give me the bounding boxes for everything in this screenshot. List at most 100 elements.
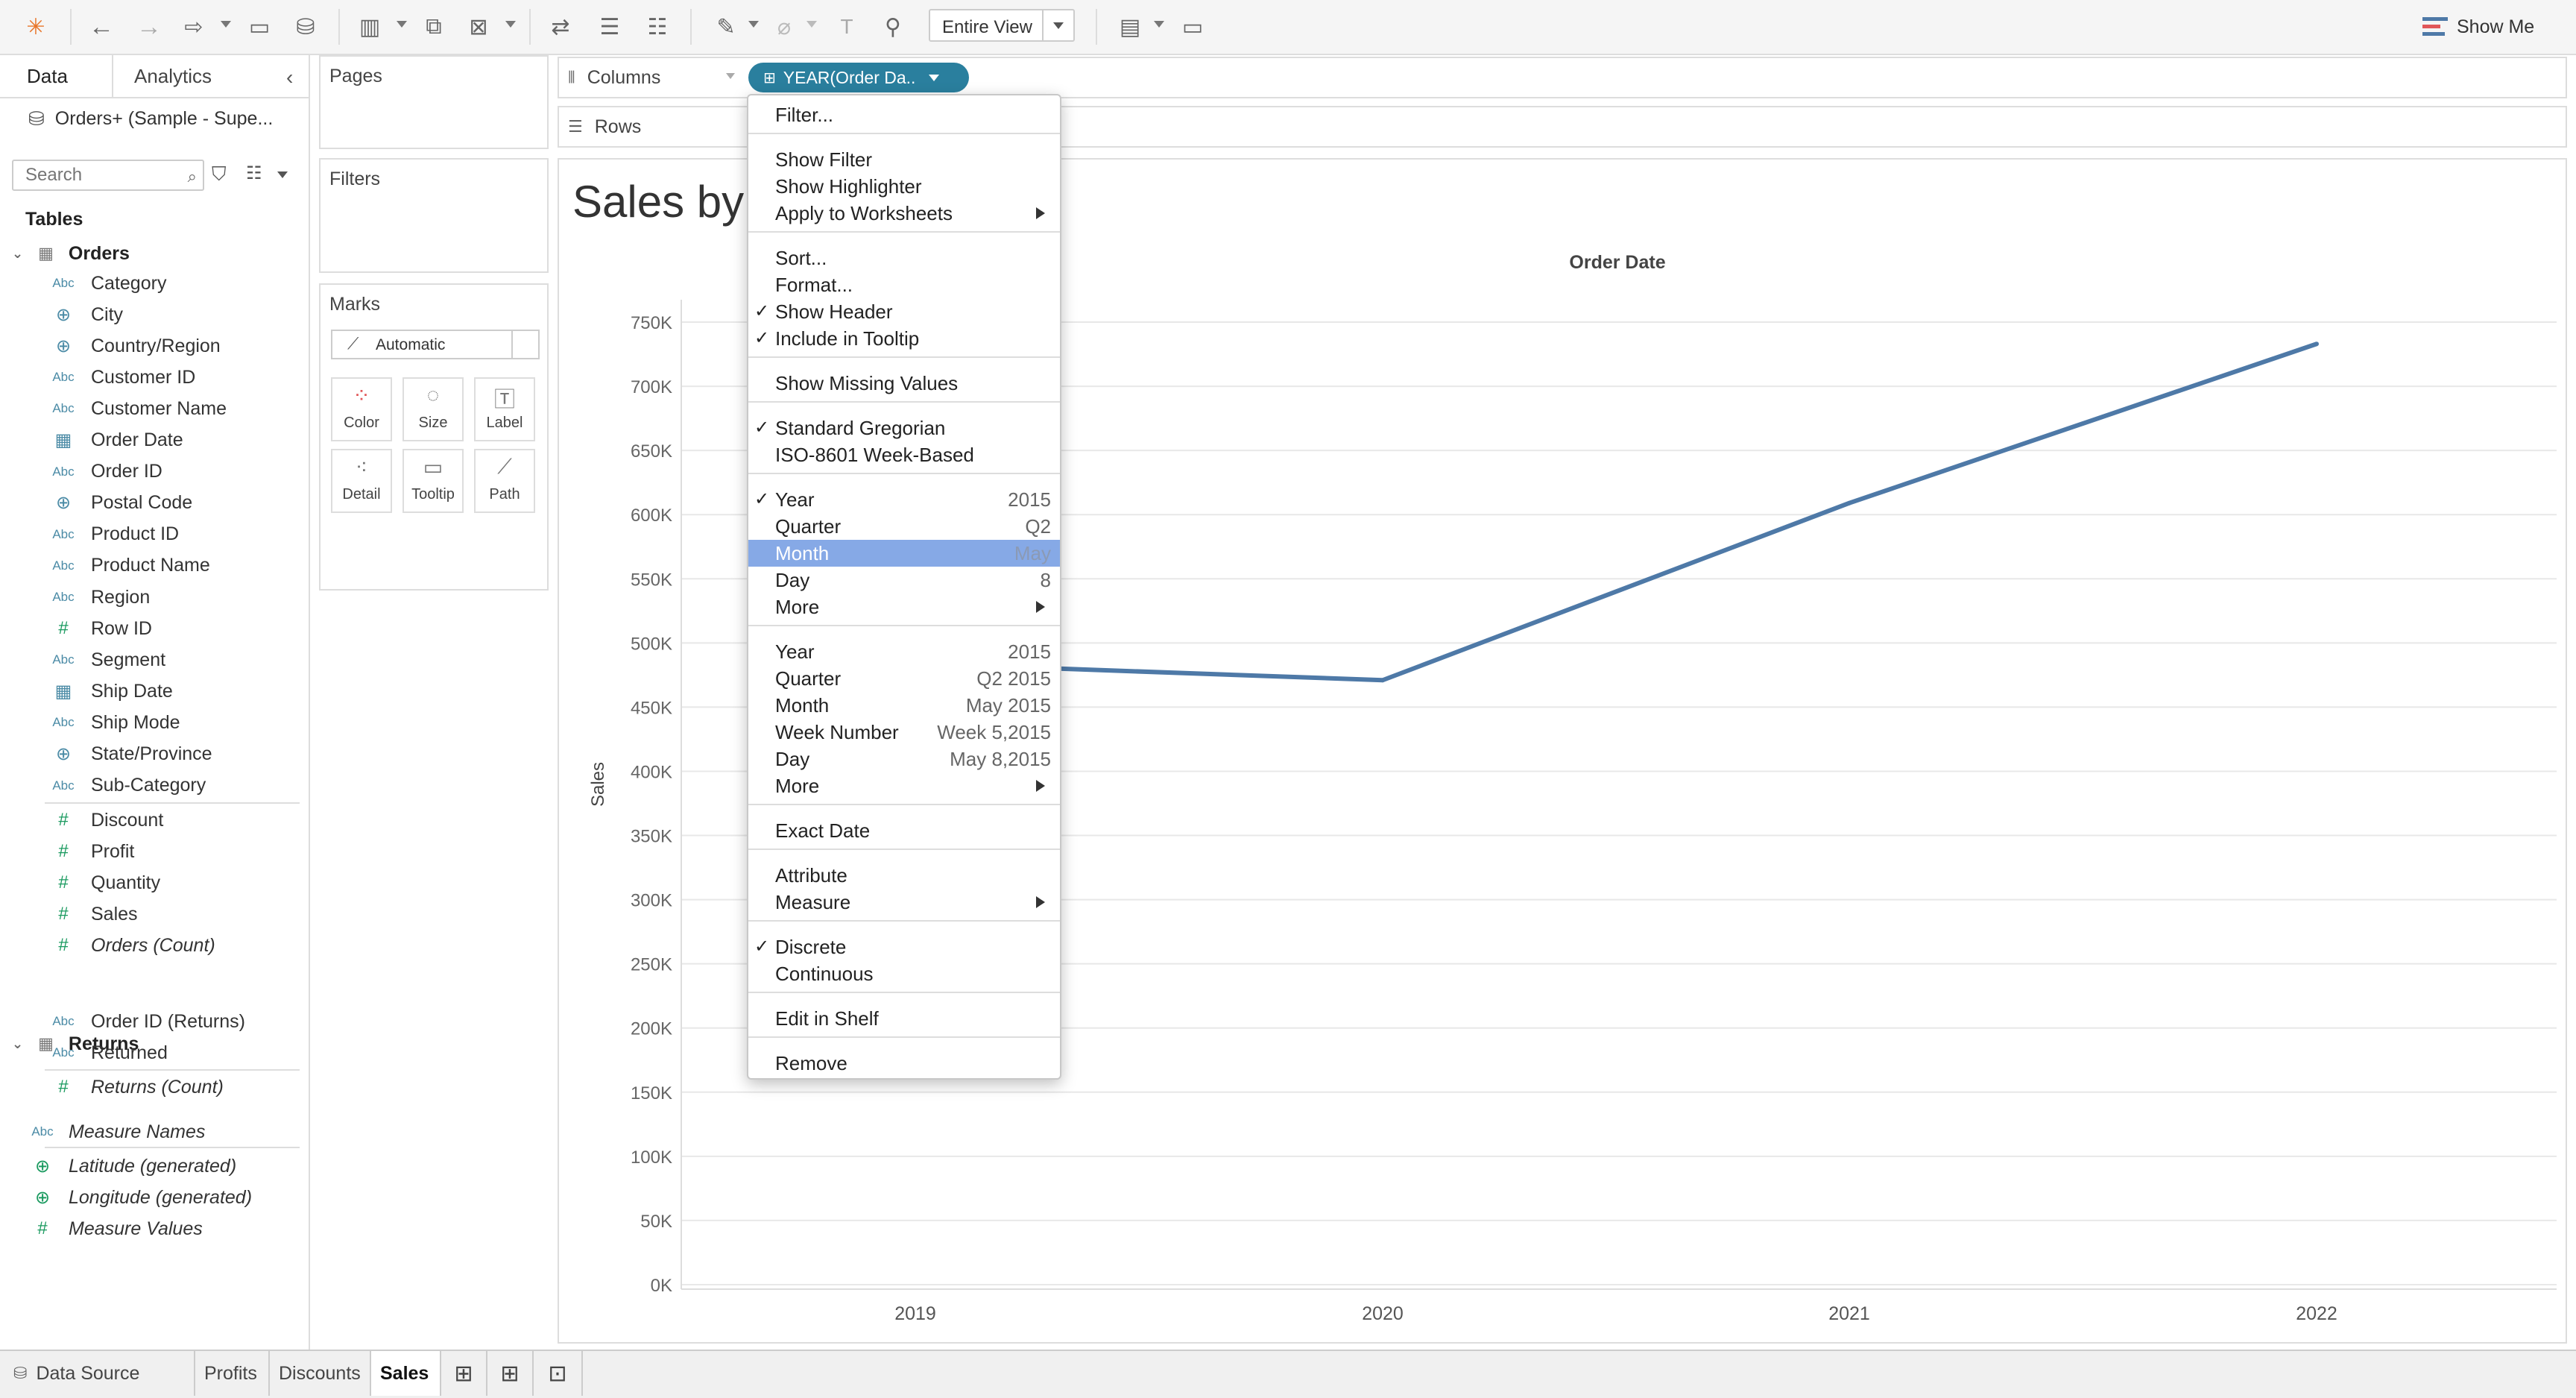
field-item[interactable]: Abc Customer Name [0, 394, 309, 424]
new-datasource-icon[interactable]: ⛁ [296, 14, 315, 40]
chevron-down-icon[interactable] [511, 331, 538, 358]
color-button[interactable]: ⁘ Color [331, 377, 392, 441]
field-item[interactable]: Abc Region [0, 582, 309, 612]
new-worksheet-caret-icon[interactable] [397, 21, 407, 28]
filter-fields-icon[interactable]: ⛉ [212, 163, 227, 185]
menu-item-measure[interactable]: Measure [748, 889, 1060, 916]
clear-sheet-icon[interactable]: ⊠ [469, 14, 488, 40]
pin-icon[interactable]: ⚲ [885, 14, 901, 40]
new-worksheet-icon[interactable]: ▥ [359, 14, 381, 40]
menu-item-filter[interactable]: Filter... [748, 101, 1060, 128]
tab-sales[interactable]: Sales [371, 1351, 441, 1396]
menu-item-more[interactable]: More [748, 772, 1060, 799]
field-item[interactable]: # Orders (Count) [0, 931, 309, 960]
field-item[interactable]: # Discount [0, 805, 309, 835]
menu-item-quarter[interactable]: Quarter Q2 2015 [748, 665, 1060, 692]
field-item[interactable]: Abc Returned [0, 1038, 309, 1068]
duplicate-sheet-icon[interactable]: ⧉ [426, 14, 442, 39]
menu-item-day[interactable]: Day 8 [748, 567, 1060, 593]
tab-data-source[interactable]: ⛁ Data Source [0, 1351, 195, 1396]
pages-card[interactable]: Pages [319, 55, 549, 149]
show-me-button[interactable]: Show Me [2422, 10, 2534, 43]
size-button[interactable]: ◌ Size [402, 377, 464, 441]
save-icon[interactable]: ▭ [248, 14, 271, 40]
field-item[interactable]: ⊕ State/Province [0, 740, 309, 769]
tab-profits[interactable]: Profits [195, 1351, 270, 1396]
pill-caret-icon[interactable] [929, 74, 940, 81]
field-item[interactable]: # Profit [0, 837, 309, 866]
view-options-icon[interactable]: ☷ [246, 163, 262, 183]
tab-analytics[interactable]: Analytics [134, 65, 212, 87]
tableau-logo-icon[interactable]: ✳ [26, 14, 45, 40]
field-item[interactable]: Abc Product Name [0, 551, 309, 581]
fit-select[interactable]: Entire View [929, 9, 1075, 42]
group-icon[interactable]: ⌀ [777, 14, 792, 40]
group-caret-icon[interactable] [806, 21, 817, 28]
menu-item-quarter[interactable]: Quarter Q2 [748, 513, 1060, 540]
label-button[interactable]: 🅃 Label [474, 377, 535, 441]
menu-item-year[interactable]: ✓ Year 2015 [748, 486, 1060, 513]
table-orders[interactable]: ⌄ ▦ Orders [12, 239, 130, 268]
menu-item-month[interactable]: Month May [748, 540, 1060, 567]
field-item[interactable]: Abc Product ID [0, 520, 309, 550]
show-labels-icon[interactable]: T [840, 15, 853, 38]
menu-item-exact-date[interactable]: Exact Date [748, 817, 1060, 844]
menu-item-month[interactable]: Month May 2015 [748, 692, 1060, 719]
menu-item-attribute[interactable]: Attribute [748, 862, 1060, 889]
sort-descending-icon[interactable]: ☷ [647, 14, 668, 40]
menu-item-year[interactable]: Year 2015 [748, 638, 1060, 665]
menu-item-show-header[interactable]: ✓ Show Header [748, 298, 1060, 325]
field-item[interactable]: Abc Customer ID [0, 362, 309, 392]
menu-item-iso-8601-week-based[interactable]: ISO-8601 Week-Based [748, 441, 1060, 468]
field-item[interactable]: # Sales [0, 899, 309, 929]
datasource-item[interactable]: ⛁ Orders+ (Sample - Supe... [28, 107, 273, 130]
field-item[interactable]: # Row ID [0, 614, 309, 643]
replay-icon[interactable]: ⇨ [184, 14, 203, 40]
tab-discounts[interactable]: Discounts [270, 1351, 371, 1396]
field-item[interactable]: Abc Sub-Category [0, 771, 309, 801]
menu-item-show-highlighter[interactable]: Show Highlighter [748, 173, 1060, 200]
mark-type-select[interactable]: ⟋ Automatic [331, 330, 540, 359]
field-item[interactable]: Abc Measure Names [0, 1117, 309, 1147]
new-worksheet-tab-icon[interactable]: ⊞ [441, 1351, 487, 1396]
chevron-down-icon[interactable]: ⌄ [12, 1036, 24, 1051]
field-item[interactable]: ▦ Ship Date [0, 676, 309, 706]
field-item[interactable]: Abc Order ID [0, 457, 309, 487]
field-item[interactable]: ⊕ Postal Code [0, 488, 309, 518]
filters-card[interactable]: Filters [319, 158, 549, 273]
menu-item-show-filter[interactable]: Show Filter [748, 146, 1060, 173]
highlight-icon[interactable]: ✎ [716, 14, 736, 40]
menu-item-format[interactable]: Format... [748, 271, 1060, 298]
menu-item-sort[interactable]: Sort... [748, 245, 1060, 271]
show-cards-caret-icon[interactable] [1154, 21, 1164, 28]
new-dashboard-tab-icon[interactable]: ⊞ [487, 1351, 534, 1396]
columns-caret-icon[interactable] [726, 73, 735, 79]
view-options-caret-icon[interactable] [277, 171, 288, 178]
menu-item-continuous[interactable]: Continuous [748, 960, 1060, 987]
collapse-pane-icon[interactable]: ‹ [286, 66, 294, 89]
tab-data[interactable]: Data [27, 65, 68, 87]
menu-item-apply-to-worksheets[interactable]: Apply to Worksheets [748, 200, 1060, 227]
swap-rows-columns-icon[interactable]: ⇄ [551, 14, 570, 40]
field-item[interactable]: Abc Order ID (Returns) [0, 1007, 309, 1036]
field-item[interactable]: # Quantity [0, 868, 309, 898]
field-item[interactable]: ⊕ City [0, 300, 309, 330]
field-item[interactable]: # Measure Values [0, 1214, 309, 1244]
menu-item-day[interactable]: Day May 8,2015 [748, 746, 1060, 772]
field-item[interactable]: Abc Ship Mode [0, 708, 309, 737]
tooltip-button[interactable]: ▭ Tooltip [402, 449, 464, 513]
menu-item-edit-in-shelf[interactable]: Edit in Shelf [748, 1005, 1060, 1032]
redo-icon[interactable]: → [136, 12, 162, 41]
menu-item-show-missing-values[interactable]: Show Missing Values [748, 370, 1060, 397]
field-item[interactable]: ⊕ Country/Region [0, 331, 309, 361]
sort-ascending-icon[interactable]: ☰ [599, 14, 620, 40]
search-field[interactable]: ⌕ [12, 160, 204, 191]
field-item[interactable]: ▦ Order Date [0, 426, 309, 456]
menu-item-include-in-tooltip[interactable]: ✓ Include in Tooltip [748, 325, 1060, 352]
menu-item-discrete[interactable]: ✓ Discrete [748, 933, 1060, 960]
field-item[interactable]: Abc Segment [0, 645, 309, 675]
menu-item-remove[interactable]: Remove [748, 1050, 1060, 1077]
menu-item-standard-gregorian[interactable]: ✓ Standard Gregorian [748, 415, 1060, 441]
presentation-mode-icon[interactable]: ▭ [1181, 14, 1204, 40]
replay-caret-icon[interactable] [221, 21, 231, 28]
